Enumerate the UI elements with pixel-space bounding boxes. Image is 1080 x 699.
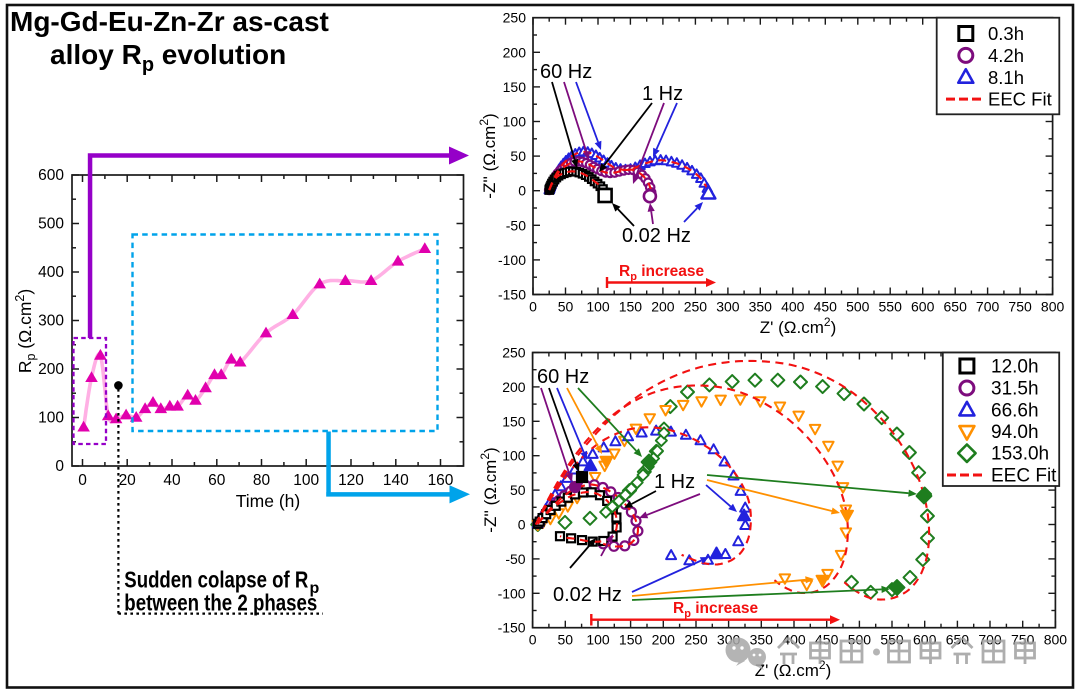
svg-text:60 Hz: 60 Hz bbox=[540, 61, 592, 83]
svg-text:-100: -100 bbox=[498, 252, 526, 268]
svg-text:200: 200 bbox=[38, 361, 64, 378]
svg-text:-50: -50 bbox=[505, 551, 525, 567]
svg-text:Time (h): Time (h) bbox=[236, 491, 301, 511]
svg-text:0: 0 bbox=[529, 632, 537, 648]
svg-text:500: 500 bbox=[846, 299, 870, 315]
svg-text:60: 60 bbox=[208, 472, 226, 489]
svg-text:50: 50 bbox=[510, 482, 526, 498]
svg-text:250: 250 bbox=[502, 345, 526, 361]
svg-text:100: 100 bbox=[502, 448, 526, 464]
svg-text:8.1h: 8.1h bbox=[988, 67, 1024, 88]
svg-text:EEC Fit: EEC Fit bbox=[991, 466, 1057, 487]
svg-text:Mg-Gd-Eu-Zn-Zr as-cast: Mg-Gd-Eu-Zn-Zr as-cast bbox=[10, 6, 329, 37]
svg-text:94.0h: 94.0h bbox=[991, 422, 1039, 443]
svg-text:153.0h: 153.0h bbox=[991, 444, 1049, 465]
svg-text:-50: -50 bbox=[506, 217, 526, 233]
svg-text:600: 600 bbox=[913, 632, 937, 648]
svg-text:Rp increase: Rp increase bbox=[673, 600, 759, 620]
svg-text:750: 750 bbox=[1008, 299, 1032, 315]
svg-text:p: p bbox=[310, 580, 320, 597]
svg-text:-100: -100 bbox=[498, 585, 526, 601]
svg-text:300: 300 bbox=[716, 299, 740, 315]
svg-text:100: 100 bbox=[586, 632, 610, 648]
svg-text:Rp increase: Rp increase bbox=[619, 263, 705, 283]
svg-text:200: 200 bbox=[651, 299, 675, 315]
svg-text:200: 200 bbox=[503, 44, 527, 60]
svg-text:120: 120 bbox=[338, 472, 364, 489]
svg-text:300: 300 bbox=[38, 313, 64, 330]
svg-text:0: 0 bbox=[78, 472, 87, 489]
svg-text:EEC Fit: EEC Fit bbox=[988, 89, 1052, 110]
svg-text:600: 600 bbox=[911, 299, 935, 315]
svg-text:31.5h: 31.5h bbox=[991, 379, 1039, 400]
svg-text:350: 350 bbox=[749, 299, 773, 315]
svg-text:200: 200 bbox=[652, 632, 676, 648]
svg-text:50: 50 bbox=[558, 632, 574, 648]
svg-text:40: 40 bbox=[163, 472, 181, 489]
svg-text:1 Hz: 1 Hz bbox=[642, 83, 683, 105]
svg-text:500: 500 bbox=[38, 216, 64, 233]
svg-text:Z' (Ω.cm2): Z' (Ω.cm2) bbox=[760, 315, 836, 337]
svg-text:250: 250 bbox=[684, 299, 708, 315]
svg-text:0.02 Hz: 0.02 Hz bbox=[553, 584, 622, 606]
svg-text:100: 100 bbox=[38, 410, 64, 427]
svg-text:20: 20 bbox=[119, 472, 137, 489]
svg-text:alloy Rp evolution: alloy Rp evolution bbox=[50, 39, 286, 76]
svg-text:650: 650 bbox=[946, 632, 970, 648]
svg-text:66.6h: 66.6h bbox=[991, 401, 1039, 422]
svg-text:800: 800 bbox=[1041, 299, 1065, 315]
svg-text:4.2h: 4.2h bbox=[988, 45, 1024, 66]
svg-text:150: 150 bbox=[502, 413, 526, 429]
svg-text:between the 2 phases: between the 2 phases bbox=[124, 590, 317, 616]
svg-text:150: 150 bbox=[619, 299, 643, 315]
svg-text:80: 80 bbox=[253, 472, 271, 489]
svg-text:100: 100 bbox=[503, 114, 527, 130]
svg-text:Sudden colapse of R: Sudden colapse of R bbox=[124, 567, 308, 593]
svg-text:250: 250 bbox=[684, 632, 708, 648]
svg-text:400: 400 bbox=[38, 264, 64, 281]
svg-text:50: 50 bbox=[558, 299, 574, 315]
svg-text:100: 100 bbox=[586, 299, 610, 315]
svg-text:-Z'' (Ω.cm2): -Z'' (Ω.cm2) bbox=[477, 113, 499, 198]
svg-text:400: 400 bbox=[781, 299, 805, 315]
svg-text:450: 450 bbox=[814, 299, 838, 315]
svg-text:550: 550 bbox=[879, 299, 903, 315]
svg-text:0: 0 bbox=[518, 183, 526, 199]
svg-text:450: 450 bbox=[815, 632, 839, 648]
svg-text:200: 200 bbox=[502, 379, 526, 395]
svg-text:400: 400 bbox=[782, 632, 806, 648]
svg-text:140: 140 bbox=[383, 472, 409, 489]
svg-text:160: 160 bbox=[428, 472, 454, 489]
svg-text:50: 50 bbox=[510, 148, 526, 164]
svg-text:350: 350 bbox=[750, 632, 774, 648]
svg-text:100: 100 bbox=[293, 472, 319, 489]
svg-text:-150: -150 bbox=[498, 620, 526, 636]
svg-text:250: 250 bbox=[503, 10, 527, 26]
svg-text:0.02 Hz: 0.02 Hz bbox=[622, 225, 691, 247]
svg-text:60 Hz: 60 Hz bbox=[537, 366, 589, 388]
svg-text:0: 0 bbox=[55, 458, 64, 475]
svg-text:700: 700 bbox=[976, 299, 1000, 315]
svg-text:600: 600 bbox=[38, 167, 64, 184]
svg-text:0.3h: 0.3h bbox=[988, 23, 1024, 44]
svg-text:150: 150 bbox=[503, 79, 527, 95]
svg-text:Z' (Ω.cm2): Z' (Ω.cm2) bbox=[755, 658, 831, 680]
svg-text:150: 150 bbox=[619, 632, 643, 648]
svg-text:0: 0 bbox=[529, 299, 537, 315]
svg-text:12.0h: 12.0h bbox=[991, 357, 1039, 378]
svg-text:800: 800 bbox=[1044, 632, 1068, 648]
svg-text:-Z'' (Ω.cm2): -Z'' (Ω.cm2) bbox=[478, 447, 500, 532]
svg-text:0: 0 bbox=[518, 517, 526, 533]
svg-text:-150: -150 bbox=[498, 287, 526, 303]
svg-text:650: 650 bbox=[944, 299, 968, 315]
svg-text:1 Hz: 1 Hz bbox=[654, 471, 695, 493]
